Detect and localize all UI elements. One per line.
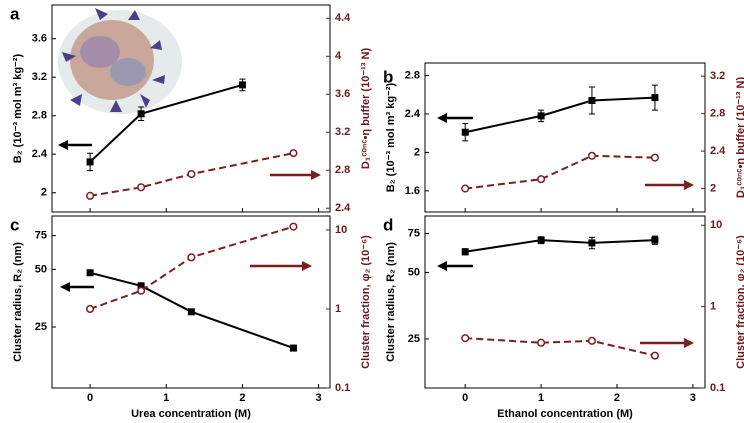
y2-tick-label: 3.2 — [710, 70, 725, 82]
point — [137, 286, 146, 295]
y-tick-label: 1.6 — [405, 185, 420, 197]
panel-letter: c — [10, 215, 19, 234]
y2-tick-label: 4 — [335, 50, 342, 62]
point — [587, 151, 596, 160]
y-tick-label: 2 — [414, 146, 420, 158]
x-tick-label: 2 — [614, 392, 620, 404]
x-tick-label: 0 — [462, 392, 468, 404]
axis-arrows — [58, 113, 694, 348]
point — [461, 128, 469, 136]
y2-tick-label: 1 — [710, 301, 716, 313]
point — [289, 149, 298, 158]
point — [187, 169, 196, 179]
fit-line — [465, 337, 656, 357]
point — [588, 96, 596, 104]
point — [461, 248, 469, 256]
y-axis-label: Cluster radius, R₂ (nm) — [12, 242, 24, 362]
y-axis-label: B₂ (10⁻³ mol m³ kg⁻²) — [12, 53, 24, 163]
x-tick-label: 1 — [538, 392, 544, 404]
point — [588, 239, 596, 247]
y2-axis-label: Cluster fraction, φ₂ (10⁻⁶) — [735, 235, 744, 369]
y-tick-label: 25 — [408, 333, 420, 345]
y-tick-label: 75 — [408, 227, 420, 239]
plot-frame — [51, 4, 331, 213]
y2-tick-label: 2.8 — [335, 164, 350, 176]
point — [137, 110, 145, 118]
point — [86, 158, 94, 166]
x-tick-label: 0 — [87, 392, 93, 404]
fit-line — [465, 239, 655, 253]
point — [461, 334, 470, 343]
y2-tick-label: 1 — [335, 303, 341, 315]
y2-tick-label: 2.4 — [710, 145, 726, 157]
plot-frame — [424, 62, 706, 213]
protein-inset — [58, 8, 182, 114]
point — [289, 344, 297, 352]
fit-line — [89, 225, 294, 310]
y2-tick-label: 2.8 — [710, 108, 725, 120]
y2-tick-label: 10 — [335, 224, 347, 236]
point — [537, 236, 545, 244]
y2-tick-label: 2.4 — [335, 202, 351, 214]
x-axis-label: Urea concentration (M) — [131, 408, 251, 420]
y2-tick-label: 2 — [710, 182, 716, 194]
y2-axis-label: D₁ᶜᵒⁿᶜ•η buffer (10⁻¹³ N) — [735, 77, 744, 199]
point — [86, 269, 94, 277]
point — [238, 81, 246, 89]
y-tick-label: 2.8 — [32, 110, 47, 122]
point — [289, 222, 298, 231]
y-axis-label: B₂ (10⁻³ mol m³ kg⁻²) — [385, 82, 397, 192]
y2-tick-label: 0.1 — [335, 382, 350, 394]
y-tick-label: 25 — [35, 321, 47, 333]
plot-frame — [51, 215, 331, 389]
x-tick-label: 1 — [163, 392, 169, 404]
panel-letter: b — [383, 67, 393, 86]
point — [187, 308, 195, 316]
x-axis-label: Ethanol concentration (M) — [497, 408, 633, 420]
point — [461, 184, 470, 193]
plot-frame — [424, 215, 706, 389]
y-tick-label: 3.2 — [32, 71, 47, 83]
point — [651, 236, 659, 244]
point — [650, 153, 659, 162]
point — [537, 175, 546, 184]
y2-axis-label: Cluster fraction, φ₂ (10⁻⁶) — [360, 235, 372, 369]
point — [137, 183, 146, 192]
y2-tick-label: 3.6 — [335, 88, 350, 100]
point — [587, 336, 596, 345]
point — [537, 112, 545, 120]
y-tick-label: 3.6 — [32, 33, 47, 45]
fit-line — [89, 271, 294, 350]
y-axis-label: Cluster radius, R₂ (nm) — [385, 242, 397, 362]
y-tick-label: 2.8 — [405, 69, 420, 81]
y2-tick-label: 10 — [710, 219, 722, 231]
x-tick-label: 3 — [690, 392, 696, 404]
panel-letter: a — [10, 4, 20, 23]
panel-letter: d — [383, 215, 393, 234]
y2-tick-label: 3.2 — [335, 126, 350, 138]
fit-line — [465, 154, 655, 190]
y2-tick-label: 0.1 — [710, 382, 725, 394]
y-tick-label: 2.4 — [32, 148, 48, 160]
point — [137, 282, 145, 290]
y-tick-label: 2.4 — [405, 108, 421, 120]
point — [650, 351, 659, 360]
point — [537, 338, 546, 347]
x-tick-label: 2 — [239, 392, 245, 404]
point — [86, 191, 95, 200]
y-tick-label: 75 — [35, 230, 47, 242]
y2-axis-label: D₁ᶜᵒⁿᶜ•η buffer (10⁻¹³ N) — [360, 48, 372, 170]
point — [86, 304, 95, 314]
fit-line — [89, 152, 294, 197]
y-tick-label: 2 — [41, 187, 47, 199]
y2-tick-label: 4.4 — [335, 12, 351, 24]
point — [651, 94, 659, 102]
y-tick-label: 50 — [35, 263, 47, 275]
fit-line — [465, 96, 655, 134]
y-tick-label: 50 — [408, 266, 420, 278]
x-tick-label: 3 — [316, 392, 322, 404]
point — [187, 253, 196, 262]
